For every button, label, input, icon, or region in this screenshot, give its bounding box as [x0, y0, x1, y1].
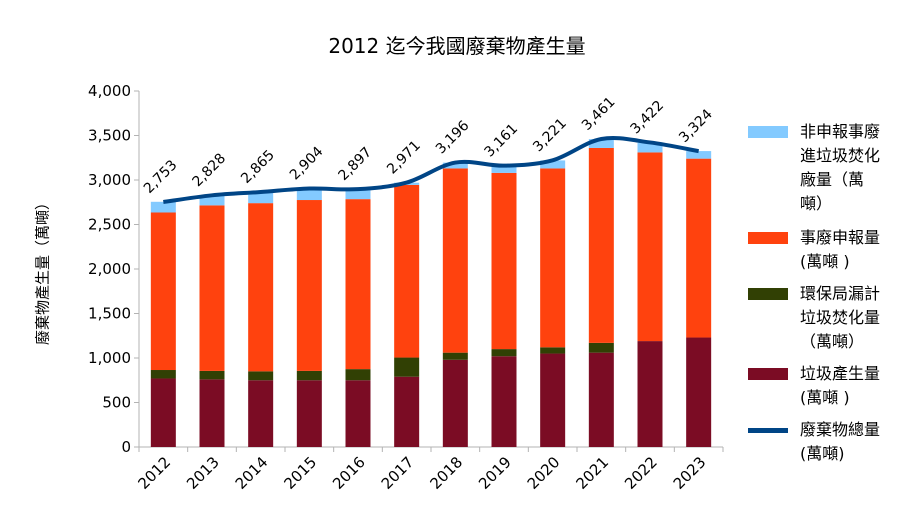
bar-segment-3-2013	[199, 195, 225, 206]
y-tick-label: 2,000	[88, 260, 131, 278]
total-data-label: 2,753	[141, 157, 181, 197]
bar-segment-1-2019	[491, 349, 517, 357]
total-data-label: 3,324	[676, 106, 716, 146]
bar-segment-2-2013	[199, 205, 225, 371]
y-tick-label: 3,000	[88, 171, 131, 189]
bar-segment-2-2022	[637, 152, 663, 342]
legend-item-non-declared-waste: 非申報事廢 進垃圾焚化 廠量（萬 噸）	[748, 120, 908, 226]
bar-segment-1-2014	[248, 371, 274, 381]
bar-segment-1-2013	[199, 370, 225, 380]
x-tick-label: 2016	[329, 453, 369, 493]
bar-segment-0-2021	[588, 352, 614, 447]
x-tick-label: 2018	[426, 453, 466, 493]
x-tick-label: 2014	[232, 453, 272, 493]
legend-swatch-declared-business-waste	[748, 232, 788, 244]
x-tick-label: 2022	[621, 453, 661, 493]
bar-segment-3-2023	[686, 151, 712, 159]
y-tick-label: 4,000	[88, 82, 131, 100]
bar-segment-1-2020	[540, 347, 566, 354]
bar-segment-0-2023	[686, 337, 712, 447]
legend-item-uncounted-incineration: 環保局漏計 垃圾焚化量 （萬噸）	[748, 282, 908, 362]
bar-segment-2-2023	[686, 158, 712, 338]
bar-segment-3-2012	[150, 201, 176, 213]
bar-segment-2-2016	[345, 199, 371, 370]
bar-segment-1-2016	[345, 369, 371, 381]
legend-swatch-uncounted-incineration	[748, 288, 788, 300]
bar-segment-0-2018	[442, 359, 468, 447]
legend-label-garbage-generated: 垃圾產生量 (萬噸 )	[800, 364, 881, 407]
total-data-label: 3,422	[628, 98, 668, 138]
bar-segment-3-2014	[248, 192, 274, 204]
total-data-label: 2,897	[336, 144, 376, 184]
x-tick-label: 2017	[378, 453, 418, 493]
bar-segment-0-2020	[540, 353, 566, 447]
legend-item-declared-business-waste: 事廢申報量 (萬噸 )	[748, 226, 908, 282]
total-data-label: 3,221	[530, 115, 570, 155]
total-data-label: 2,904	[287, 144, 327, 184]
bar-segment-0-2013	[199, 379, 225, 447]
total-data-label: 3,196	[433, 118, 473, 158]
total-data-label: 3,461	[579, 94, 619, 134]
total-data-label: 3,161	[482, 121, 522, 161]
bar-segment-2-2020	[540, 168, 566, 348]
bar-segment-0-2022	[637, 341, 663, 447]
bar-segment-2-2017	[394, 184, 420, 358]
bar-segment-2-2021	[588, 147, 614, 343]
total-data-label: 2,971	[384, 138, 424, 178]
total-data-label: 2,865	[238, 147, 278, 187]
bar-segment-1-2015	[296, 370, 322, 381]
bar-segment-1-2017	[394, 357, 420, 377]
y-tick-label: 1,000	[88, 349, 131, 367]
bar-segment-3-2021	[588, 139, 614, 148]
bar-segment-0-2012	[150, 378, 176, 447]
bar-segment-2-2014	[248, 203, 274, 372]
legend-item-total-waste: 廢棄物總量 (萬噸)	[748, 418, 908, 474]
bar-segment-3-2016	[345, 189, 371, 200]
bar-segment-2-2018	[442, 168, 468, 353]
legend-swatch-non-declared-waste	[748, 126, 788, 138]
x-tick-label: 2020	[524, 453, 564, 493]
bar-segment-0-2017	[394, 376, 420, 447]
x-tick-label: 2021	[572, 453, 612, 493]
legend-item-garbage-generated: 垃圾產生量 (萬噸 )	[748, 362, 908, 418]
legend-label-total-waste: 廢棄物總量 (萬噸)	[800, 420, 881, 463]
x-tick-label: 2012	[134, 453, 174, 493]
legend-label-declared-business-waste: 事廢申報量 (萬噸 )	[800, 228, 881, 271]
total-waste-line	[163, 135, 700, 204]
chart-title: 2012 迄今我國廢棄物產生量	[328, 34, 586, 58]
legend-label-non-declared-waste: 非申報事廢 進垃圾焚化 廠量（萬 噸）	[800, 122, 881, 213]
bar-segment-0-2019	[491, 356, 517, 447]
bar-segment-2-2012	[150, 212, 176, 371]
bar-segment-3-2015	[296, 188, 322, 201]
bar-segment-3-2018	[442, 162, 468, 169]
bar-segment-0-2016	[345, 380, 371, 447]
bar-segment-0-2015	[296, 380, 322, 447]
bar-segment-2-2015	[296, 200, 322, 371]
chart-legend: 非申報事廢 進垃圾焚化 廠量（萬 噸） 事廢申報量 (萬噸 ) 環保局漏計 垃圾…	[748, 120, 908, 474]
y-tick-label: 1,500	[88, 305, 131, 323]
bar-segment-1-2012	[150, 370, 176, 379]
bar-segment-3-2019	[491, 165, 517, 173]
bar-segment-0-2014	[248, 380, 274, 447]
y-tick-label: 3,500	[88, 127, 131, 145]
bar-segment-3-2022	[637, 142, 663, 153]
y-tick-label: 2,500	[88, 216, 131, 234]
x-tick-label: 2019	[475, 453, 515, 493]
bar-segment-2-2019	[491, 172, 517, 350]
y-tick-label: 500	[102, 394, 131, 412]
total-data-label: 2,828	[190, 150, 230, 190]
x-tick-label: 2015	[280, 453, 320, 493]
y-tick-label: 0	[121, 438, 131, 456]
x-tick-label: 2013	[183, 453, 223, 493]
legend-swatch-garbage-generated	[748, 368, 788, 380]
bar-segment-3-2020	[540, 160, 566, 169]
legend-line-total-waste	[748, 428, 788, 433]
x-tick-label: 2023	[670, 453, 710, 493]
bar-segment-1-2021	[588, 342, 614, 353]
legend-label-uncounted-incineration: 環保局漏計 垃圾焚化量 （萬噸）	[800, 284, 881, 351]
bar-segment-1-2018	[442, 352, 468, 360]
